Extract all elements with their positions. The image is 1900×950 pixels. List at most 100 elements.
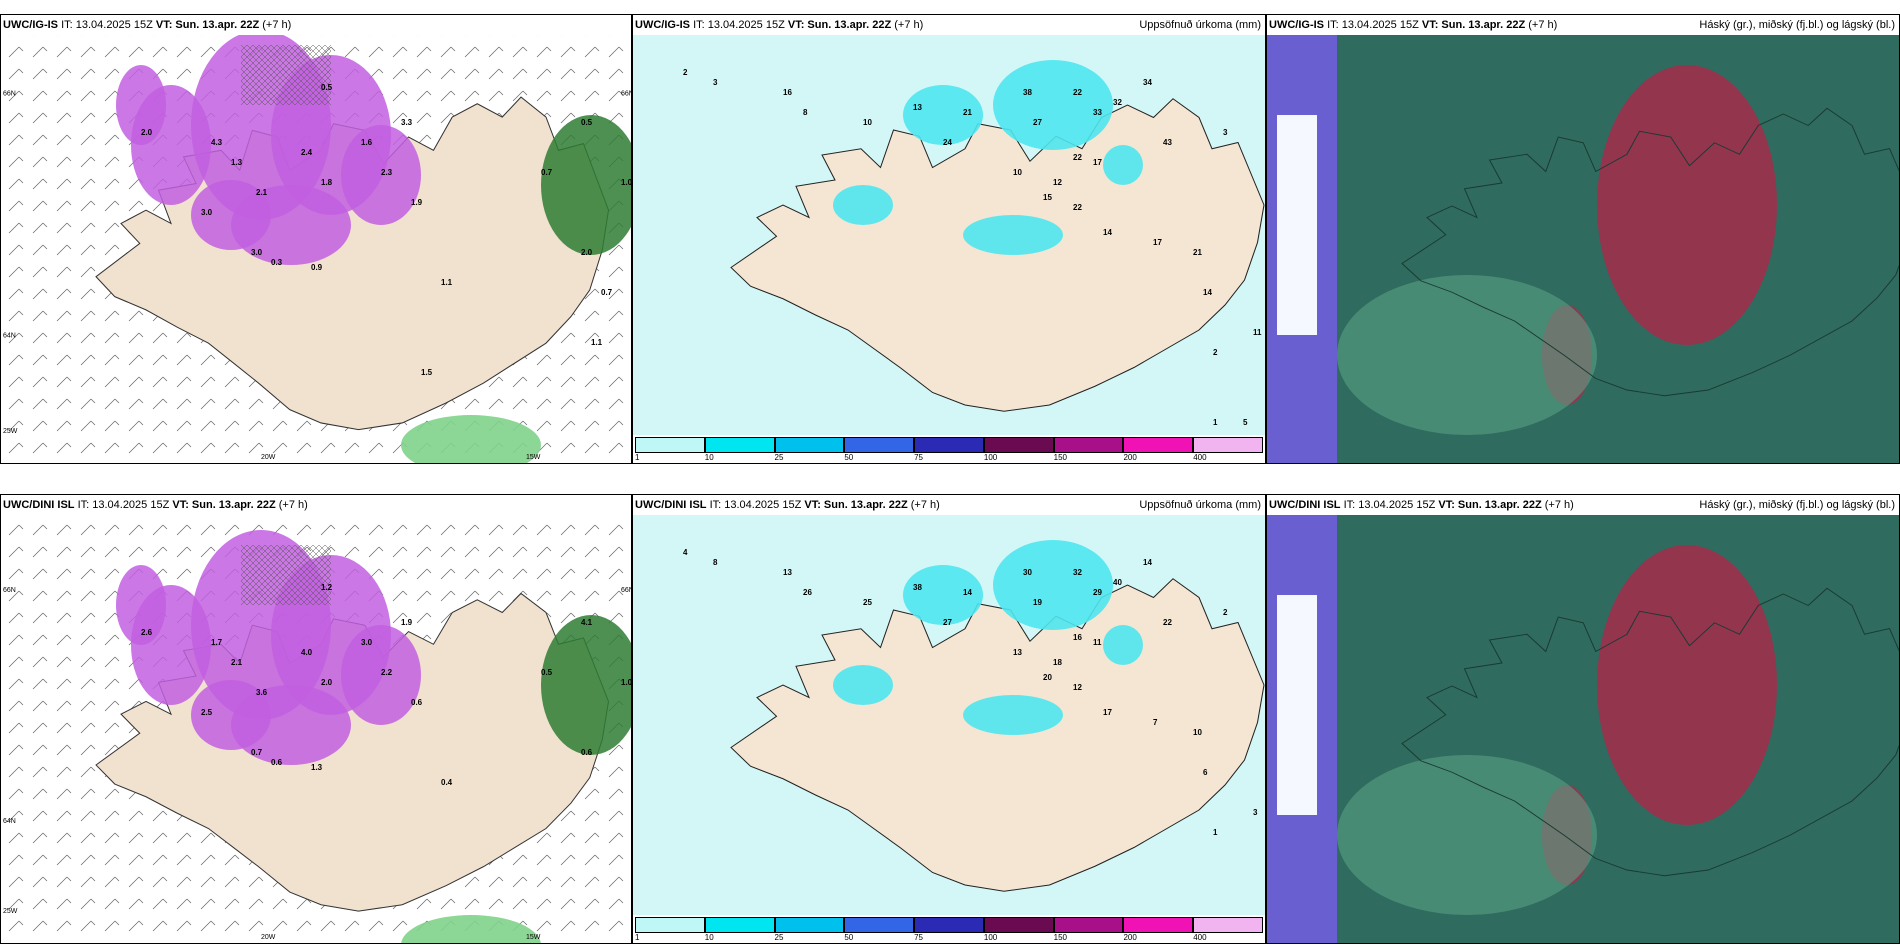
value-label: 6 [1203, 768, 1208, 777]
wind-barb [224, 524, 240, 536]
wind-barb [392, 920, 408, 932]
wind-barb [8, 876, 24, 888]
wind-barb [56, 810, 72, 822]
wind-barb [152, 332, 168, 344]
wind-barb [608, 810, 624, 822]
precip-area [903, 565, 983, 625]
low-cloud [1277, 595, 1317, 815]
value-label: 12 [1053, 178, 1062, 187]
precip-area [963, 695, 1063, 735]
wind-barb [584, 376, 600, 388]
rain-area [401, 915, 541, 943]
wind-barb [32, 788, 48, 800]
colorbar-label: 200 [1123, 933, 1137, 942]
value-label: 2.1 [256, 188, 268, 197]
wind-barb [296, 920, 312, 932]
wind-barb [488, 90, 504, 102]
panel-header: UWC/IG-IS IT: 13.04.2025 15Z VT: Sun. 13… [633, 15, 1265, 35]
wind-barb [608, 68, 624, 80]
wind-barb [32, 310, 48, 322]
wind-barb [464, 398, 480, 410]
panel-top-left: UWC/IG-IS IT: 13.04.2025 15Z VT: Sun. 13… [0, 14, 632, 464]
wind-barb [152, 546, 168, 558]
wind-barb [200, 832, 216, 844]
wind-barb [248, 876, 264, 888]
wind-barb [104, 244, 120, 256]
precip-area [231, 185, 351, 265]
wind-barb [224, 854, 240, 866]
wind-barb [272, 420, 288, 432]
wind-barb [80, 288, 96, 300]
wind-barb [368, 546, 384, 558]
wind-barb [320, 524, 336, 536]
wind-barb [8, 178, 24, 190]
wind-barb [32, 266, 48, 278]
wind-barb [536, 920, 552, 932]
wind-barb [176, 920, 192, 932]
wind-barb [8, 420, 24, 432]
wind-barb [200, 46, 216, 58]
colorbar-segment [1053, 437, 1124, 453]
wind-barb [128, 832, 144, 844]
wind-barb [608, 920, 624, 932]
wind-barb [536, 876, 552, 888]
wind-barb [80, 178, 96, 190]
value-label: 0.9 [311, 263, 323, 272]
wind-barb [8, 722, 24, 734]
wind-barb [152, 854, 168, 866]
colorbar-segment [983, 437, 1054, 453]
wind-barb [128, 854, 144, 866]
axis-label: 25W [3, 908, 18, 915]
wind-barb [32, 222, 48, 234]
hatch-area [241, 545, 331, 605]
wind-barb [104, 832, 120, 844]
value-label: 2.3 [381, 168, 393, 177]
wind-barb [104, 700, 120, 712]
wind-barb [56, 568, 72, 580]
wind-barb [512, 568, 528, 580]
value-label: 2.0 [321, 678, 333, 687]
value-label: 1.2 [321, 583, 333, 592]
wind-barb [80, 266, 96, 278]
colorbar-segment [914, 917, 984, 933]
cloud-area [1337, 275, 1597, 435]
wind-barb [128, 898, 144, 910]
wind-barb [32, 244, 48, 256]
wind-barb [488, 568, 504, 580]
precip-area [963, 215, 1063, 255]
wind-barb [56, 876, 72, 888]
wind-barb [608, 310, 624, 322]
wind-barb [104, 854, 120, 866]
wind-barb [56, 90, 72, 102]
wind-barb [104, 420, 120, 432]
wind-barb [56, 310, 72, 322]
wind-barb [128, 332, 144, 344]
value-label: 21 [1193, 248, 1202, 257]
wind-barb [80, 854, 96, 866]
value-label: 17 [1103, 708, 1112, 717]
rain-area [541, 115, 631, 255]
wind-barb [80, 310, 96, 322]
wind-barb [80, 744, 96, 756]
panel-header: UWC/DINI ISL IT: 13.04.2025 15Z VT: Sun.… [633, 495, 1265, 515]
value-label: 1.9 [411, 198, 423, 207]
value-label: 22 [1073, 153, 1082, 162]
wind-barb [200, 376, 216, 388]
wind-barb [248, 398, 264, 410]
value-label: 1.5 [421, 368, 433, 377]
wind-barb [584, 420, 600, 432]
wind-barb [56, 898, 72, 910]
wind-barb [392, 46, 408, 58]
precip-type-map: 0.5 2.0 3.0 2.1 2.4 1.6 1.8 1.3 4.3 3.3 2.3 1.9 3.0 0… [1, 15, 631, 463]
wind-barb [104, 354, 120, 366]
axis-label: 64N [3, 818, 16, 825]
wind-barb [104, 678, 120, 690]
colorbar: 1 10 25 50 75 100 150 200 400 [635, 437, 1263, 463]
value-label: 40 [1113, 578, 1122, 587]
wind-barb [512, 854, 528, 866]
wind-barb [80, 898, 96, 910]
panel-header: UWC/IG-IS IT: 13.04.2025 15Z VT: Sun. 13… [1, 15, 631, 35]
colorbar-segment [1193, 917, 1263, 933]
wind-barb [488, 590, 504, 602]
value-label: 32 [1073, 568, 1082, 577]
